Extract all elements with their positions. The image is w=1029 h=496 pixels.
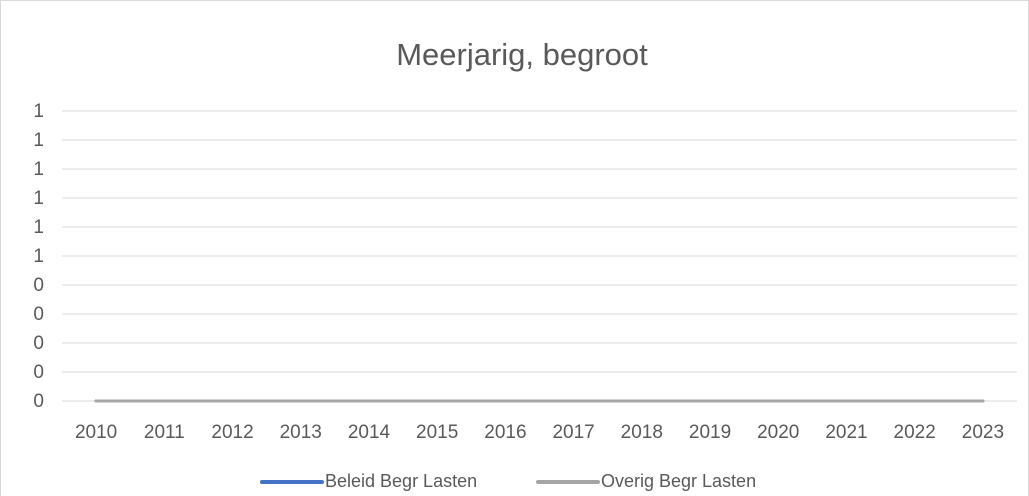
y-tick-label: 0 xyxy=(33,304,44,325)
x-tick-label: 2010 xyxy=(75,422,117,443)
x-tick-label: 2021 xyxy=(825,422,867,443)
y-tick-label: 1 xyxy=(33,188,44,209)
y-tick-label: 1 xyxy=(33,101,44,122)
x-tick-label: 2019 xyxy=(689,422,731,443)
y-tick-label: 0 xyxy=(33,333,44,354)
x-tick-label: 2011 xyxy=(144,422,185,443)
x-tick-label: 2020 xyxy=(757,422,799,443)
x-tick-label: 2022 xyxy=(894,422,936,443)
y-tick-label: 0 xyxy=(33,391,44,412)
x-tick-label: 2017 xyxy=(552,422,594,443)
y-tick-label: 0 xyxy=(33,275,44,296)
y-tick-label: 0 xyxy=(33,362,44,383)
y-tick-label: 1 xyxy=(33,130,44,151)
x-tick-label: 2015 xyxy=(416,422,458,443)
chart-title: Meerjarig, begroot xyxy=(396,37,648,72)
legend-label: Beleid Begr Lasten xyxy=(325,471,477,491)
x-tick-label: 2013 xyxy=(280,422,322,443)
x-tick-label: 2023 xyxy=(962,422,1004,443)
y-tick-label: 1 xyxy=(33,246,44,267)
y-tick-label: 1 xyxy=(33,159,44,180)
x-tick-label: 2012 xyxy=(211,422,253,443)
legend-label: Overig Begr Lasten xyxy=(601,471,756,491)
x-tick-label: 2014 xyxy=(348,422,391,443)
x-tick-label: 2018 xyxy=(621,422,663,443)
x-tick-label: 2016 xyxy=(484,422,526,443)
y-tick-label: 1 xyxy=(33,217,44,238)
